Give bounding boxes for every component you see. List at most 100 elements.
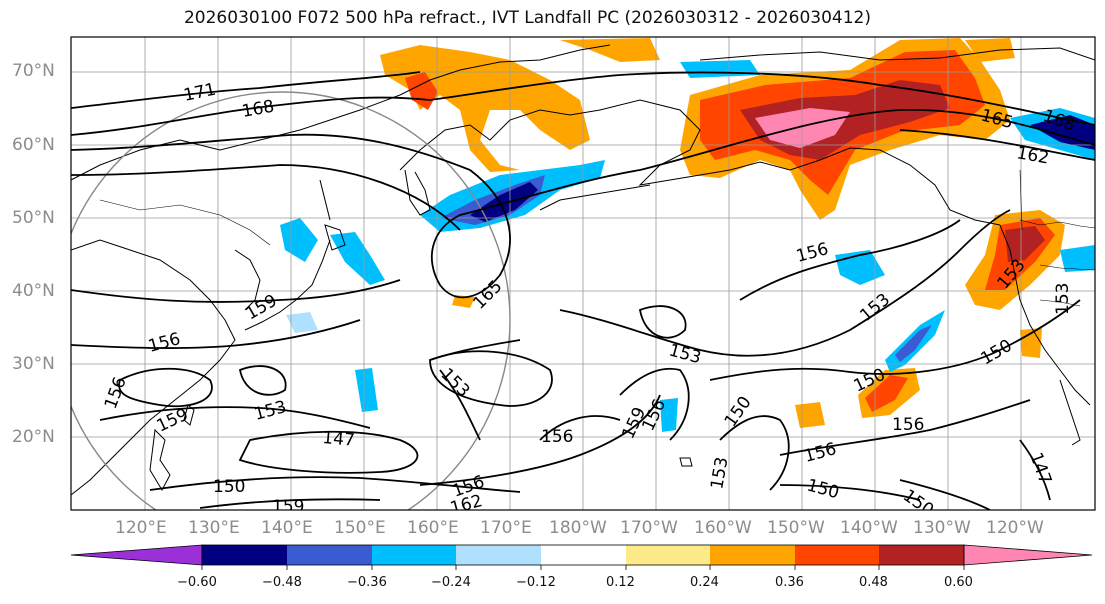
shade-bering xyxy=(380,45,590,172)
colorbar-bin xyxy=(541,545,626,565)
shade-nw-us-core xyxy=(1005,226,1045,262)
colorbar-tick-label: −0.24 xyxy=(431,575,471,590)
lon-label-160w: 160°W xyxy=(694,518,752,538)
contour-subtrop-b xyxy=(429,350,553,407)
lon-label-170e: 170°E xyxy=(480,518,532,538)
contour-150c xyxy=(719,415,790,491)
contour-162 xyxy=(71,129,1095,231)
contour-159c xyxy=(619,367,690,441)
colorbar-bin xyxy=(795,545,879,565)
contours xyxy=(71,71,1095,510)
lon-label-160e: 160°E xyxy=(407,518,459,538)
shade-arctic xyxy=(965,38,1015,62)
lat-label-20: 20°N xyxy=(12,427,55,447)
contour-subtrop-a xyxy=(118,367,213,408)
lon-label-140e: 140°E xyxy=(261,518,313,538)
lat-label-60: 60°N xyxy=(12,135,55,155)
colorbar-tick-label: 0.24 xyxy=(690,575,719,590)
contour-168 xyxy=(71,71,1095,136)
contour-label: 147 xyxy=(1025,450,1055,487)
contour-cutoff xyxy=(638,305,687,339)
contour-label: 153 xyxy=(856,290,894,326)
shade-neg-bering-core xyxy=(470,182,538,222)
colorbar-tick-label: 0.60 xyxy=(944,575,973,590)
colorbar-bin xyxy=(202,545,287,565)
contour-label-layer: 171 168 165 168 162 156 153 153 153 150 … xyxy=(101,80,1078,521)
contour-label: 156 xyxy=(450,472,487,502)
lat-label-30: 30°N xyxy=(12,354,55,374)
contour-150b xyxy=(149,476,521,493)
reference-circle xyxy=(71,91,511,510)
contour-label: 168 xyxy=(240,97,275,122)
contour-171 xyxy=(71,71,421,109)
contour-label: 153 xyxy=(436,364,473,401)
contour-label: 162 xyxy=(1015,143,1050,168)
shade-small-b xyxy=(452,295,475,308)
contour-150d xyxy=(779,479,991,510)
colorbar-tick-label: −0.48 xyxy=(262,575,302,590)
shade-neg-east xyxy=(1060,245,1095,272)
lon-label-150w: 150°W xyxy=(767,518,825,538)
colorbar-tick-label: −0.36 xyxy=(347,575,387,590)
colorbar-tick-label: 0.12 xyxy=(606,575,635,590)
map-title: 2026030100 F072 500 hPa refract., IVT La… xyxy=(183,8,871,28)
contour-label: 153 xyxy=(252,397,289,425)
contour-label: 150 xyxy=(805,476,842,504)
contour-label: 159 xyxy=(272,497,304,517)
lat-label-40: 40°N xyxy=(12,281,55,301)
contour-147b xyxy=(1019,439,1051,501)
contour-150a xyxy=(709,299,1081,381)
lon-label-120e: 120°E xyxy=(115,518,167,538)
shade-neg-c1 xyxy=(355,368,378,412)
shade-small-a xyxy=(795,402,825,428)
borders xyxy=(99,169,1095,307)
colorbar-bin xyxy=(372,545,456,565)
contour-153a xyxy=(559,209,1011,357)
colorbar-bin xyxy=(287,545,372,565)
coast-sakhalin xyxy=(319,179,331,221)
contour-159b xyxy=(199,498,381,509)
contour-156c xyxy=(419,394,661,486)
shade-neg-yellow xyxy=(286,312,318,333)
colorbar-tick-label: 0.48 xyxy=(859,575,888,590)
contour-label: 156 xyxy=(892,415,924,435)
coast-alaska xyxy=(599,99,1001,226)
colorbar-bin xyxy=(710,545,795,565)
colorbar-over xyxy=(963,544,1093,566)
contour-label: 150 xyxy=(899,486,937,521)
lon-label-180w: 180°W xyxy=(549,518,607,538)
contour-label: 159 xyxy=(243,291,281,325)
contour-159a xyxy=(71,279,401,303)
coast-korea xyxy=(234,249,261,311)
contour-label: 165 xyxy=(469,276,506,313)
map-frame xyxy=(70,36,1096,511)
contour-label: 153 xyxy=(1053,283,1073,315)
contour-label: 156 xyxy=(101,374,131,411)
shaded-field xyxy=(280,38,1095,432)
contour-label: 147 xyxy=(322,428,356,451)
coast-hawaii xyxy=(679,457,693,467)
coast-hokkaido xyxy=(324,224,346,251)
colorbar-bin xyxy=(879,545,964,565)
coast-china xyxy=(71,239,236,496)
colorbar xyxy=(70,544,1093,570)
contour-label: 150 xyxy=(721,393,756,431)
lon-label-140w: 140°W xyxy=(840,518,898,538)
contour-label: 156 xyxy=(146,329,183,357)
colorbar-tick-label: −0.60 xyxy=(177,575,217,590)
map-area: 171 168 165 168 162 156 153 153 153 150 … xyxy=(71,37,1095,521)
shade-neg-arctic xyxy=(680,60,760,78)
coast-us-west xyxy=(999,224,1091,406)
colorbar-frame xyxy=(201,544,965,566)
contour-label: 156 xyxy=(541,427,573,447)
contour-label: 171 xyxy=(182,80,218,106)
lon-label-130e: 130°E xyxy=(188,518,240,538)
lon-label-170w: 170°W xyxy=(620,518,678,538)
graticule xyxy=(71,37,1095,510)
coast-baja xyxy=(1059,379,1081,446)
coast-aleutians xyxy=(539,184,651,211)
colorbar-bin xyxy=(456,545,541,565)
lon-label-150e: 150°E xyxy=(334,518,386,538)
shade-subtrop-east-red xyxy=(865,375,908,412)
colorbar-tick-label: 0.36 xyxy=(775,575,804,590)
